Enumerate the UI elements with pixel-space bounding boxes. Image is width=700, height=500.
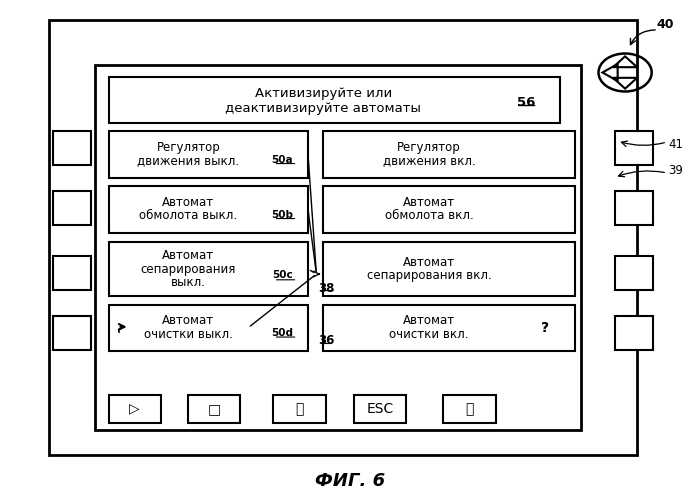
Bar (615, 256, 653, 290)
Text: Регулятор: Регулятор (156, 141, 220, 154)
Text: движения выкл.: движения выкл. (137, 154, 239, 168)
Text: ФИГ. 6: ФИГ. 6 (315, 472, 385, 490)
Text: деактивизируйте автоматы: деактивизируйте автоматы (225, 102, 421, 115)
Text: 36: 36 (318, 334, 335, 347)
Bar (323, 186, 575, 232)
Bar (323, 304, 575, 351)
Text: ?: ? (541, 321, 550, 335)
Bar (49, 20, 637, 455)
Text: очистки вкл.: очистки вкл. (389, 328, 469, 341)
Text: Автомат: Автомат (403, 256, 455, 269)
Bar (323, 242, 575, 296)
Text: Регулятор: Регулятор (398, 141, 461, 154)
Text: ESC: ESC (366, 402, 393, 416)
Text: Автомат: Автомат (162, 249, 214, 262)
Bar (615, 131, 653, 165)
Bar (94, 65, 581, 430)
Text: 50d: 50d (271, 328, 293, 338)
Text: ▷: ▷ (130, 402, 140, 416)
Text: Автомат: Автомат (403, 196, 455, 209)
Text: 56: 56 (517, 96, 536, 108)
Text: ⧉: ⧉ (466, 402, 473, 416)
Bar (323, 131, 575, 178)
Text: Автомат: Автомат (162, 196, 214, 209)
Text: 50b: 50b (271, 210, 293, 220)
Bar (188, 395, 240, 422)
Bar (615, 316, 653, 350)
Text: выкл.: выкл. (171, 276, 206, 289)
Text: 50a: 50a (272, 155, 293, 165)
Text: обмолота вкл.: обмолота вкл. (385, 210, 474, 222)
Text: ⓞ: ⓞ (295, 402, 303, 416)
Bar (108, 395, 161, 422)
Text: 38: 38 (318, 282, 335, 294)
Text: 50c: 50c (272, 270, 293, 280)
Text: 39: 39 (668, 164, 683, 176)
Bar (108, 242, 308, 296)
Text: очистки выкл.: очистки выкл. (144, 328, 232, 341)
Bar (108, 186, 308, 232)
Bar (443, 395, 496, 422)
Bar (108, 131, 308, 178)
Text: Автомат: Автомат (162, 314, 214, 328)
Text: 40: 40 (657, 18, 673, 32)
Bar (52, 316, 91, 350)
Text: □: □ (207, 402, 220, 416)
Bar (273, 395, 326, 422)
Text: сепарирования: сепарирования (141, 262, 236, 276)
Bar (52, 191, 91, 225)
Text: 41: 41 (668, 138, 683, 151)
Bar (108, 304, 308, 351)
Text: Активизируйте или: Активизируйте или (255, 87, 392, 100)
Text: обмолота выкл.: обмолота выкл. (139, 210, 237, 222)
Text: сепарирования вкл.: сепарирования вкл. (367, 269, 491, 282)
Bar (52, 131, 91, 165)
Bar (108, 76, 560, 122)
Bar (354, 395, 406, 422)
Text: Автомат: Автомат (403, 314, 455, 328)
Bar (52, 256, 91, 290)
Text: движения вкл.: движения вкл. (383, 154, 475, 168)
Bar (615, 191, 653, 225)
